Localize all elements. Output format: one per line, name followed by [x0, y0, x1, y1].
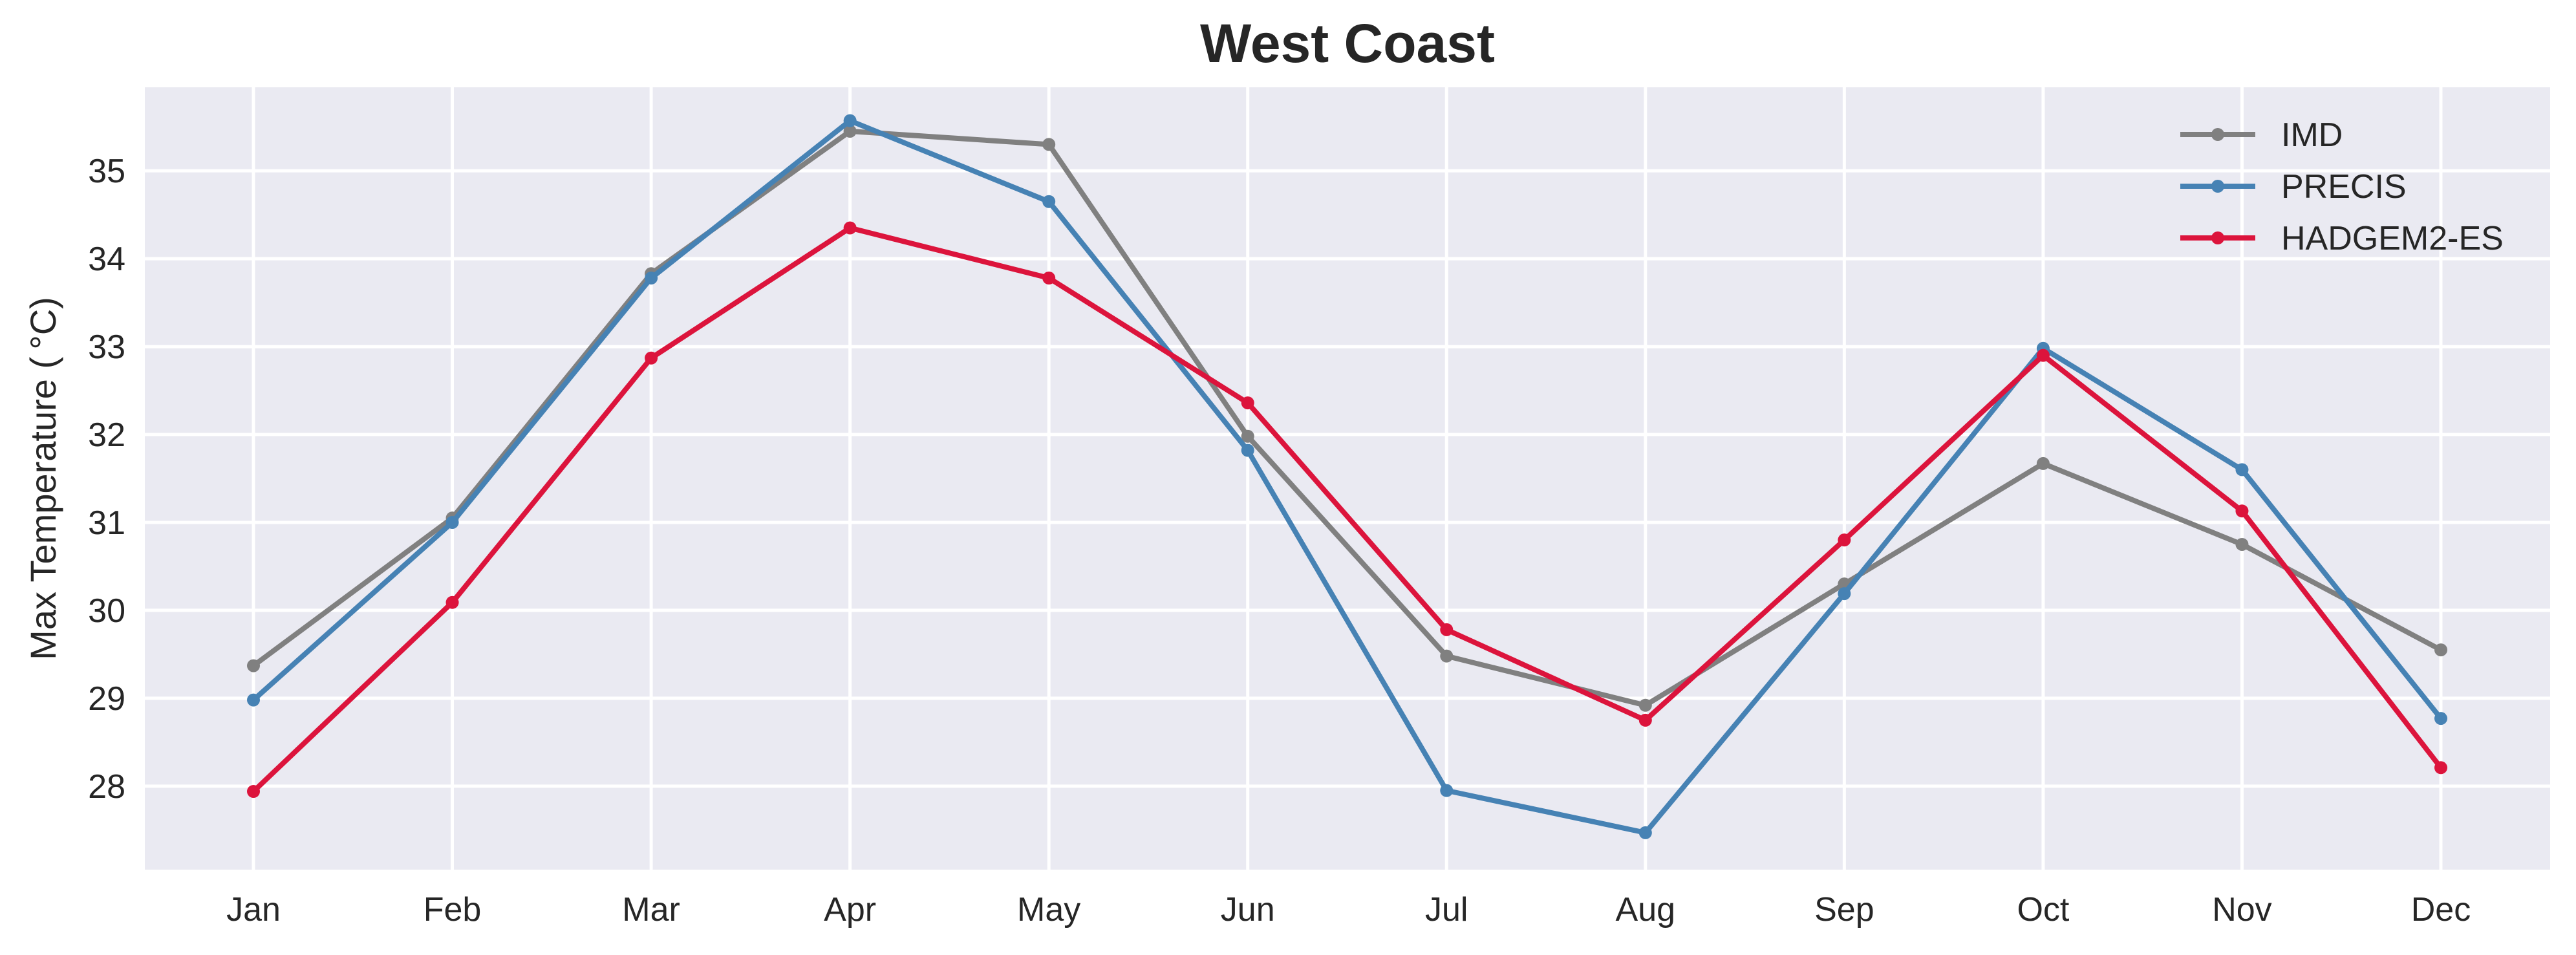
x-tick-label: Jan [226, 891, 281, 928]
data-point [445, 515, 459, 529]
y-tick-label: 31 [88, 504, 125, 542]
data-point [2235, 537, 2249, 551]
series [247, 114, 2447, 839]
data-point [645, 351, 658, 365]
legend-marker [2211, 231, 2224, 244]
grid [145, 87, 2550, 870]
y-tick-label: 32 [88, 416, 125, 454]
legend-item: IMD [2180, 116, 2343, 154]
data-point [247, 659, 260, 672]
data-point [2434, 761, 2447, 775]
data-point [843, 124, 857, 138]
y-axis-ticks: 28 29 30 31 32 33 34 35 [88, 153, 125, 806]
data-point [1638, 713, 1652, 727]
x-tick-label: Oct [2017, 891, 2069, 928]
data-point [247, 693, 260, 707]
data-point [247, 785, 260, 798]
data-point [1042, 272, 1056, 285]
series-line [252, 128, 2442, 708]
y-tick-label: 28 [88, 768, 125, 806]
data-point [1241, 444, 1254, 457]
plot-area [145, 87, 2550, 870]
x-tick-label: Mar [622, 891, 680, 928]
x-tick-label: Nov [2212, 891, 2271, 928]
data-point [1042, 195, 1056, 208]
x-axis-ticks: Jan Feb Mar Apr May Jun Jul Aug Sep Oct Nov Dec [226, 891, 2471, 928]
legend-marker [2211, 128, 2224, 141]
x-tick-label: Feb [424, 891, 482, 928]
data-point [1838, 533, 1851, 547]
data-point [445, 596, 459, 609]
data-point [2235, 463, 2249, 477]
x-tick-label: Jun [1221, 891, 1275, 928]
data-point [1241, 429, 1254, 443]
y-tick-label: 34 [88, 241, 125, 278]
series-hadgem2-es [247, 221, 2447, 798]
legend-item: PRECIS [2180, 168, 2407, 206]
legend-label: IMD [2281, 116, 2343, 154]
data-point [843, 221, 857, 235]
legend-label: PRECIS [2281, 168, 2407, 206]
data-point [1440, 623, 1454, 636]
y-tick-label: 30 [88, 592, 125, 630]
x-tick-label: Dec [2411, 891, 2471, 928]
y-axis-label: Max Temperature ( °C) [23, 297, 63, 660]
y-tick-label: 35 [88, 153, 125, 190]
data-point [843, 114, 857, 127]
data-point [2036, 349, 2050, 362]
data-point [2235, 504, 2249, 518]
legend-label: HADGEM2-ES [2281, 220, 2504, 257]
y-tick-label: 29 [88, 680, 125, 718]
series-precis [247, 114, 2447, 839]
chart-title: West Coast [1200, 13, 1495, 74]
y-tick-label: 33 [88, 328, 125, 366]
data-point [2434, 643, 2447, 657]
data-point [1241, 396, 1254, 410]
data-point [1638, 698, 1652, 712]
series-line [252, 118, 2443, 835]
x-tick-label: Aug [1616, 891, 1676, 928]
x-tick-label: Sep [1814, 891, 1874, 928]
data-point [1440, 649, 1454, 663]
x-tick-label: Apr [824, 891, 876, 928]
data-point [1638, 826, 1652, 839]
data-point [1838, 587, 1851, 601]
data-point [2036, 456, 2050, 470]
legend: IMD PRECIS HADGEM2-ES [2180, 116, 2504, 257]
legend-item: HADGEM2-ES [2180, 220, 2504, 257]
data-point [645, 272, 658, 285]
data-point [1042, 138, 1056, 151]
data-point [1440, 784, 1454, 797]
legend-marker [2211, 180, 2224, 193]
x-tick-label: Jul [1425, 891, 1468, 928]
data-point [2434, 712, 2447, 725]
series-line [252, 225, 2443, 793]
x-tick-label: May [1017, 891, 1080, 928]
